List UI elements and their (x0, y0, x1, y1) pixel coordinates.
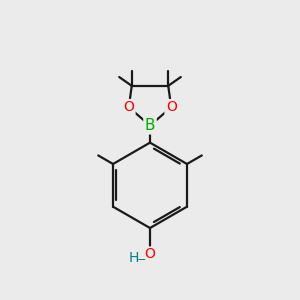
Text: O: O (145, 247, 155, 261)
Text: −: − (137, 255, 146, 265)
Text: B: B (145, 118, 155, 133)
Text: H: H (129, 251, 139, 265)
Text: O: O (166, 100, 177, 114)
Text: O: O (123, 100, 134, 114)
